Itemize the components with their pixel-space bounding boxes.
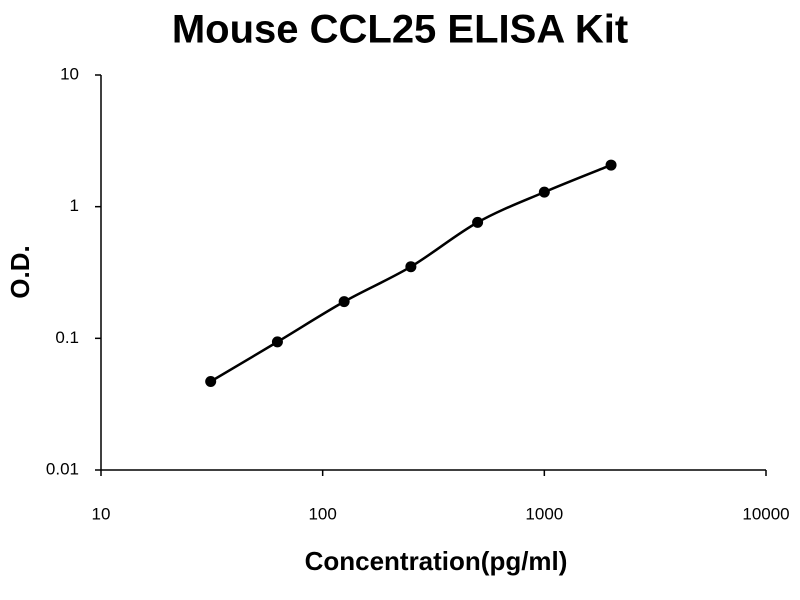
point bbox=[338, 296, 350, 308]
x-tick-label: 10 bbox=[92, 504, 111, 523]
y-tick-label: 1 bbox=[70, 196, 79, 215]
x-tick-label: 1000 bbox=[525, 504, 563, 523]
point bbox=[271, 336, 283, 348]
point bbox=[605, 159, 617, 171]
point bbox=[405, 261, 417, 273]
point bbox=[205, 376, 217, 388]
x-axis-label: Concentration(pg/ml) bbox=[305, 546, 568, 576]
y-tick-label: 0.1 bbox=[55, 328, 79, 347]
point bbox=[538, 186, 550, 198]
y-tick-label: 0.01 bbox=[46, 459, 79, 478]
chart-title: Mouse CCL25 ELISA Kit bbox=[172, 8, 628, 52]
y-axis-label: O.D. bbox=[5, 245, 35, 298]
curve bbox=[210, 163, 612, 383]
y-tick-label: 10 bbox=[60, 64, 79, 83]
x-tick-label: 10000 bbox=[742, 504, 789, 523]
point bbox=[472, 216, 484, 228]
x-tick-label: 100 bbox=[308, 504, 336, 523]
